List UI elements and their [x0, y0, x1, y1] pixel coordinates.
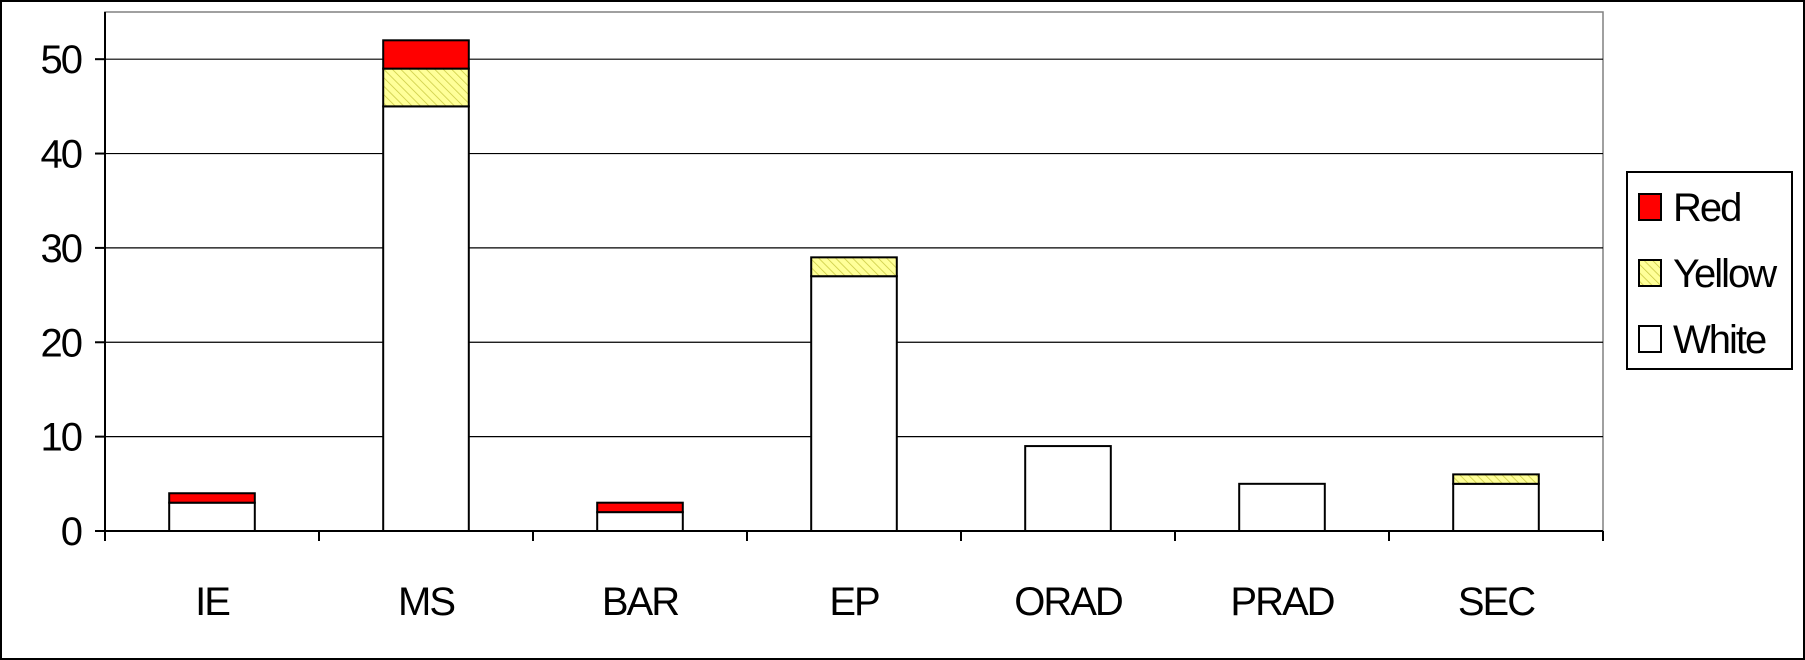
legend-label-red: Red [1673, 186, 1740, 230]
y-tick-label-20: 20 [41, 321, 82, 365]
bar-ep-white [810, 275, 898, 532]
bar-bar-red [596, 501, 684, 514]
x-tick-label-ie: IE [195, 580, 229, 624]
legend-label-white: White [1673, 318, 1766, 362]
bar-ms-yellow [382, 67, 470, 108]
bar-sec-white [1452, 482, 1540, 532]
x-tick-label-ms: MS [398, 580, 454, 624]
x-tick-label-ep: EP [829, 580, 879, 624]
y-tick-label-10: 10 [41, 416, 82, 460]
bar-ms-white [382, 105, 470, 532]
y-tick-label-40: 40 [41, 133, 82, 177]
legend-swatch-yellow [1638, 259, 1662, 287]
bar-ie-red [168, 492, 256, 504]
bar-prad-white [1238, 482, 1326, 532]
y-tick-label-30: 30 [41, 227, 82, 271]
bar-sec-yellow [1452, 473, 1540, 485]
legend: Red Yellow White [1626, 171, 1793, 370]
y-tick-label-0: 0 [61, 510, 82, 554]
axes [104, 12, 1603, 532]
legend-swatch-white [1638, 325, 1662, 353]
bars [168, 39, 1540, 533]
bar-ie-white [168, 501, 256, 533]
x-axis-ticks: IE MS BAR EP ORAD PRAD SEC [104, 531, 1604, 624]
x-tick-label-sec: SEC [1458, 580, 1535, 624]
legend-swatch-red [1638, 193, 1662, 221]
x-tick-label-orad: ORAD [1014, 580, 1122, 624]
y-tick-label-50: 50 [41, 38, 82, 82]
bar-bar-white [596, 511, 684, 532]
bar-ep-yellow [810, 256, 898, 278]
x-tick-label-bar: BAR [602, 580, 679, 624]
legend-label-yellow: Yellow [1673, 252, 1777, 296]
x-tick-label-prad: PRAD [1230, 580, 1333, 624]
bar-ms-red [382, 39, 470, 70]
bar-orad-white [1024, 445, 1112, 532]
y-axis-ticks: 0 10 20 30 40 50 [41, 38, 105, 554]
